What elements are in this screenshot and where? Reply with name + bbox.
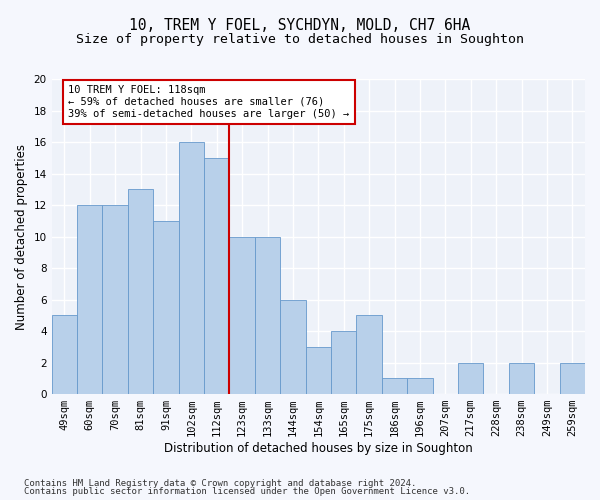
Text: Contains public sector information licensed under the Open Government Licence v3: Contains public sector information licen… [24,487,470,496]
Bar [407,378,433,394]
Bar [560,362,585,394]
Bar [458,362,484,394]
Bar [305,347,331,394]
Bar [103,205,128,394]
Bar [153,221,179,394]
Y-axis label: Number of detached properties: Number of detached properties [15,144,28,330]
Bar [52,316,77,394]
X-axis label: Distribution of detached houses by size in Soughton: Distribution of detached houses by size … [164,442,473,455]
Bar [128,190,153,394]
Bar [382,378,407,394]
Bar [77,205,103,394]
Text: 10 TREM Y FOEL: 118sqm
← 59% of detached houses are smaller (76)
39% of semi-det: 10 TREM Y FOEL: 118sqm ← 59% of detached… [68,86,349,118]
Bar [331,331,356,394]
Text: 10, TREM Y FOEL, SYCHDYN, MOLD, CH7 6HA: 10, TREM Y FOEL, SYCHDYN, MOLD, CH7 6HA [130,18,470,32]
Text: Size of property relative to detached houses in Soughton: Size of property relative to detached ho… [76,32,524,46]
Bar [229,236,255,394]
Bar [509,362,534,394]
Text: Contains HM Land Registry data © Crown copyright and database right 2024.: Contains HM Land Registry data © Crown c… [24,478,416,488]
Bar [179,142,204,394]
Bar [204,158,229,394]
Bar [255,236,280,394]
Bar [280,300,305,394]
Bar [356,316,382,394]
